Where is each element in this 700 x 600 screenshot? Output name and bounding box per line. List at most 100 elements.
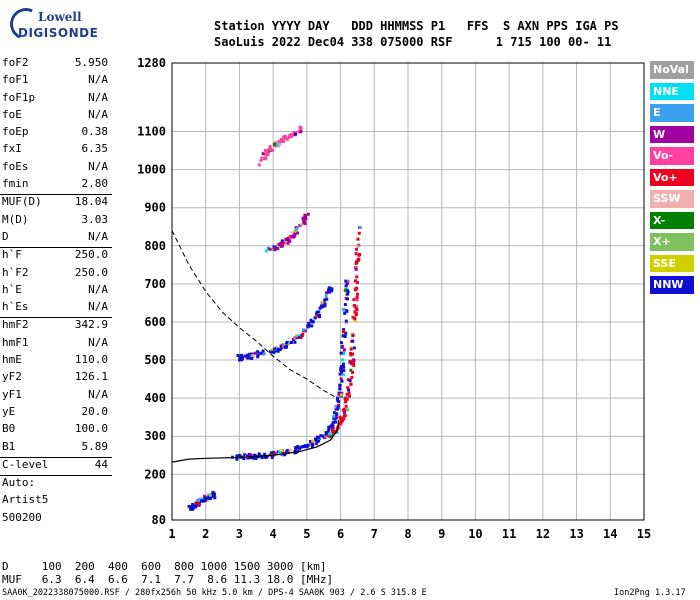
param-value: N/A [88,159,108,173]
echo-point [252,456,256,460]
param-value: 100.0 [74,422,108,436]
param-value: 0.38 [81,125,109,139]
echo-point [298,447,302,451]
echo-point [269,147,273,151]
echo-point [337,392,341,396]
echo-point [330,430,334,434]
param-key: foE [2,107,22,121]
echo-point [340,379,344,383]
echo-point [345,288,349,292]
echo-point [273,452,277,456]
echo-point [347,391,351,395]
echo-point [256,355,260,359]
param-value: 3.03 [81,212,109,226]
echo-point [304,217,308,221]
param-key: hmF2 [2,318,29,332]
echo-point [299,127,303,131]
echo-point [338,415,342,419]
param-row: foEp 0.38 [0,125,112,142]
echo-point [358,252,362,256]
echo-point [310,324,314,328]
echo-point [315,440,319,444]
echo-point [208,496,212,500]
echo-point [290,135,294,139]
legend-entry: NNE [650,82,694,100]
echo-point [210,492,214,496]
echo-point [288,448,292,452]
param-key: foEp [2,125,29,139]
echo-point [345,397,349,401]
echo-point [338,383,342,387]
echo-point [316,314,320,318]
echo-point [253,351,257,355]
echo-point [343,397,347,401]
param-value: 6.35 [81,142,109,156]
echo-point [278,243,282,247]
echo-point [294,229,298,233]
echo-point [339,341,343,345]
echo-point [355,260,359,264]
echo-point [283,136,287,140]
echo-point [339,351,343,355]
echo-point [345,309,349,313]
echo-point [296,231,300,235]
echo-point [246,356,250,360]
echo-point [334,412,338,416]
echo-point [261,349,265,353]
echo-point [302,328,306,332]
echo-point [355,304,359,308]
echo-point [282,343,286,347]
echo-point [346,408,350,412]
echo-point [268,145,272,149]
echo-point [354,286,358,290]
echo-point [268,247,272,251]
echo-point [311,442,315,446]
param-value: N/A [88,73,108,87]
echo-point [306,443,310,447]
y-tick-label: 1280 [137,56,166,70]
echo-point [284,237,288,241]
param-row: foEs N/A [0,160,112,177]
param-value: N/A [88,300,108,314]
echo-point [332,416,336,420]
param-row: yF2 126.1 [0,370,112,387]
x-tick-label: 7 [371,527,378,541]
param-key: foEs [2,159,29,173]
echo-point [347,394,351,398]
echo-point [302,219,306,223]
legend-entry: Vo- [650,147,694,165]
param-row: foE N/A [0,108,112,125]
echo-point [315,438,319,442]
echo-point [263,148,267,152]
echo-point [351,332,355,336]
param-key: h`Es [2,300,29,314]
y-tick-label: 400 [144,391,166,405]
echo-point [270,148,274,152]
echo-point [324,435,328,439]
echo-point [355,295,359,299]
footer-info: SAA0K_2022338075000.RSF / 280fx256h 50 k… [2,588,427,598]
header-line2: SaoLuis 2022 Dec04 338 075000 RSF 1 715 … [214,35,612,49]
param-value: N/A [88,90,108,104]
x-tick-label: 6 [337,527,344,541]
echo-point [256,350,260,354]
echo-point [342,308,346,312]
echo-point [350,362,354,366]
echo-point [190,505,194,509]
echo-point [260,156,264,160]
echo-point [341,373,345,377]
digisonde-logo: Lowell DIGISONDE [4,3,114,46]
echo-point [293,340,297,344]
echo-point [310,445,314,449]
x-tick-label: 1 [168,527,175,541]
echo-point [355,281,359,285]
echo-point [342,369,346,373]
echo-point [197,499,201,503]
echo-point [265,151,269,155]
param-value: N/A [88,387,108,401]
scaled-parameters-panel: foF2 5.950 foF1 N/A foF1p N/A foE N/A foEp 0.38 fx… [0,56,112,528]
echo-point [334,405,338,409]
echo-point [259,158,263,162]
echo-point [353,319,357,323]
